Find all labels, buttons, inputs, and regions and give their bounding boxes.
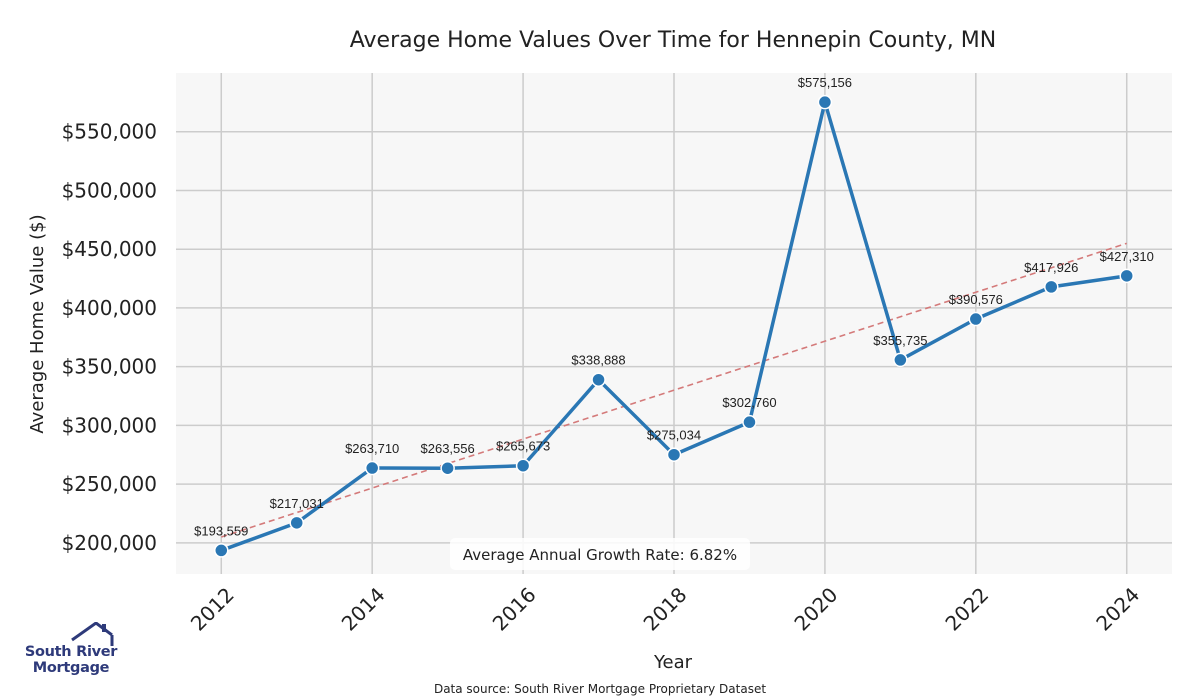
data-point	[1119, 268, 1134, 284]
data-point	[893, 352, 908, 368]
growth-rate-annotation: Average Annual Growth Rate: 6.82%	[463, 546, 737, 564]
x-tick-label: 2014	[337, 583, 390, 636]
data-labels: $193,559 $217,031 $263,710 $263,556 $265,673…	[194, 75, 1154, 538]
y-tick-label: $250,000	[62, 472, 157, 496]
y-axis-label: Average Home Value ($)	[27, 214, 48, 433]
x-tick-label: 2024	[1091, 583, 1144, 636]
x-tick-label: 2012	[186, 583, 239, 636]
data-label: $390,576	[949, 292, 1003, 307]
data-point	[817, 94, 833, 110]
data-point	[591, 372, 606, 387]
x-tick-label: 2020	[789, 583, 842, 636]
data-point	[515, 458, 531, 473]
data-points	[214, 94, 1134, 558]
data-source-note: Data source: South River Mortgage Propri…	[434, 682, 766, 696]
data-point	[1044, 279, 1059, 295]
house-roof-icon	[71, 622, 114, 646]
data-label: $275,034	[647, 428, 701, 443]
y-tick-label: $500,000	[62, 178, 157, 202]
data-label: $338,888	[571, 353, 625, 368]
data-point	[968, 311, 984, 327]
data-label: $427,310	[1100, 249, 1154, 264]
data-point	[440, 460, 455, 476]
y-tick-label: $450,000	[62, 237, 157, 261]
x-tick-label: 2018	[639, 583, 692, 636]
x-axis-label: Year	[653, 652, 693, 673]
trendline	[221, 242, 1127, 538]
data-point	[289, 515, 304, 531]
data-label: $417,926	[1024, 260, 1078, 275]
data-label: $263,556	[421, 441, 475, 456]
data-label: $302,760	[722, 395, 776, 410]
logo-line-1: South River	[24, 644, 118, 660]
y-tick-label: $200,000	[62, 531, 157, 555]
logo-line-2: Mortgage	[32, 660, 110, 676]
grid	[176, 73, 1172, 574]
y-tick-label: $300,000	[62, 413, 157, 437]
data-point	[364, 460, 380, 476]
x-tick-label: 2022	[940, 583, 993, 636]
south-river-mortgage-logo: South River Mortgage	[22, 622, 122, 682]
y-tick-label: $550,000	[62, 120, 157, 144]
data-label: $263,710	[345, 441, 399, 456]
data-point	[666, 447, 682, 462]
data-label: $217,031	[270, 496, 324, 511]
data-point	[742, 414, 757, 430]
data-label: $355,735	[873, 333, 927, 348]
chart-title: Average Home Values Over Time for Hennep…	[350, 28, 996, 53]
data-label: $265,673	[496, 439, 550, 454]
growth-rate-annotation-box	[450, 538, 750, 570]
x-axis-tick-labels: 2012 2014 2016 2018 2020 2022 2024	[186, 583, 1144, 636]
x-tick-label: 2016	[488, 583, 541, 636]
y-axis-tick-labels: $200,000 $250,000 $300,000 $350,000 $400,000…	[62, 120, 157, 555]
y-tick-label: $400,000	[62, 296, 157, 320]
data-label: $575,156	[798, 75, 852, 90]
data-point	[214, 543, 229, 558]
y-tick-label: $350,000	[62, 355, 157, 379]
data-label: $193,559	[194, 523, 248, 538]
